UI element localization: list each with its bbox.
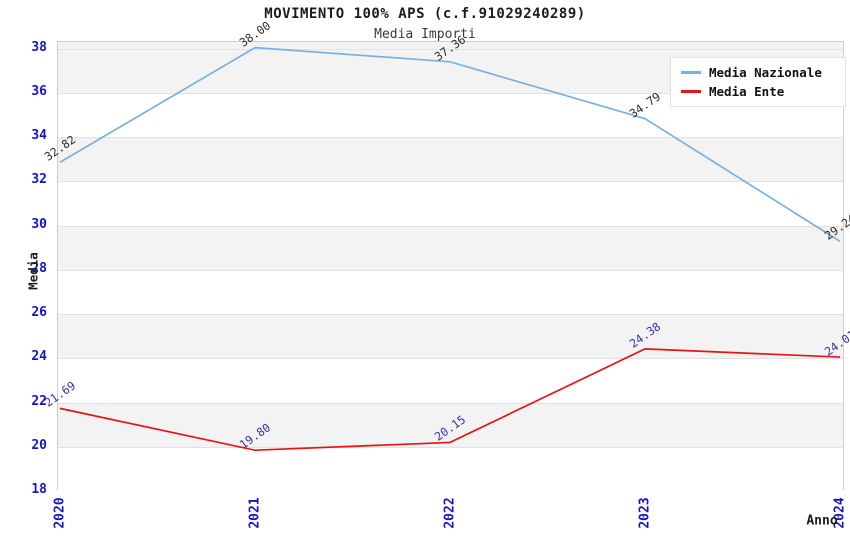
x-tick-label: 2021 xyxy=(247,497,263,529)
y-tick-label: 18 xyxy=(31,482,47,497)
y-tick-label: 24 xyxy=(31,349,47,365)
gridline xyxy=(58,314,843,315)
y-tick-label: 30 xyxy=(31,216,47,232)
gridline xyxy=(58,270,843,271)
y-tick-label: 26 xyxy=(31,305,47,321)
y-tick-label: 28 xyxy=(31,260,47,276)
y-axis-title: Media xyxy=(25,252,41,290)
plot-band xyxy=(58,225,843,270)
plot-band xyxy=(58,358,843,403)
chart-subtitle: Media Importi xyxy=(374,27,476,42)
y-tick-label: 34 xyxy=(31,128,47,144)
plot-band xyxy=(58,446,843,491)
y-tick-label: 22 xyxy=(31,393,47,409)
plot-band xyxy=(58,314,843,359)
gridline xyxy=(58,403,843,404)
plot-band xyxy=(58,181,843,226)
chart-title: MOVIMENTO 100% APS (c.f.91029240289) xyxy=(264,6,586,22)
legend-label-media-ente: Media Ente xyxy=(709,84,785,99)
x-tick-label: 2023 xyxy=(637,497,653,529)
plot-band xyxy=(58,42,843,49)
plot-band xyxy=(58,137,843,182)
x-tick-label: 2020 xyxy=(52,497,68,529)
legend: Media Nazionale Media Ente xyxy=(670,57,846,107)
x-axis-title: Anno xyxy=(806,513,838,529)
y-tick-label: 32 xyxy=(31,172,47,188)
gridline xyxy=(58,181,843,182)
gridline xyxy=(58,137,843,138)
gridline xyxy=(58,358,843,359)
x-tick-label: 2022 xyxy=(442,497,458,529)
plot-band xyxy=(58,269,843,315)
y-tick-label: 36 xyxy=(31,83,47,99)
legend-label-media-nazionale: Media Nazionale xyxy=(709,65,822,80)
legend-item-media-nazionale: Media Nazionale xyxy=(671,63,845,82)
legend-item-media-ente: Media Ente xyxy=(671,82,845,101)
media-ente-line-swatch-icon xyxy=(681,90,701,93)
media-nazionale-line-swatch-icon xyxy=(681,71,701,74)
y-tick-label: 38 xyxy=(31,39,47,55)
gridline xyxy=(58,226,843,227)
gridline xyxy=(58,447,843,448)
y-tick-label: 20 xyxy=(31,437,47,453)
